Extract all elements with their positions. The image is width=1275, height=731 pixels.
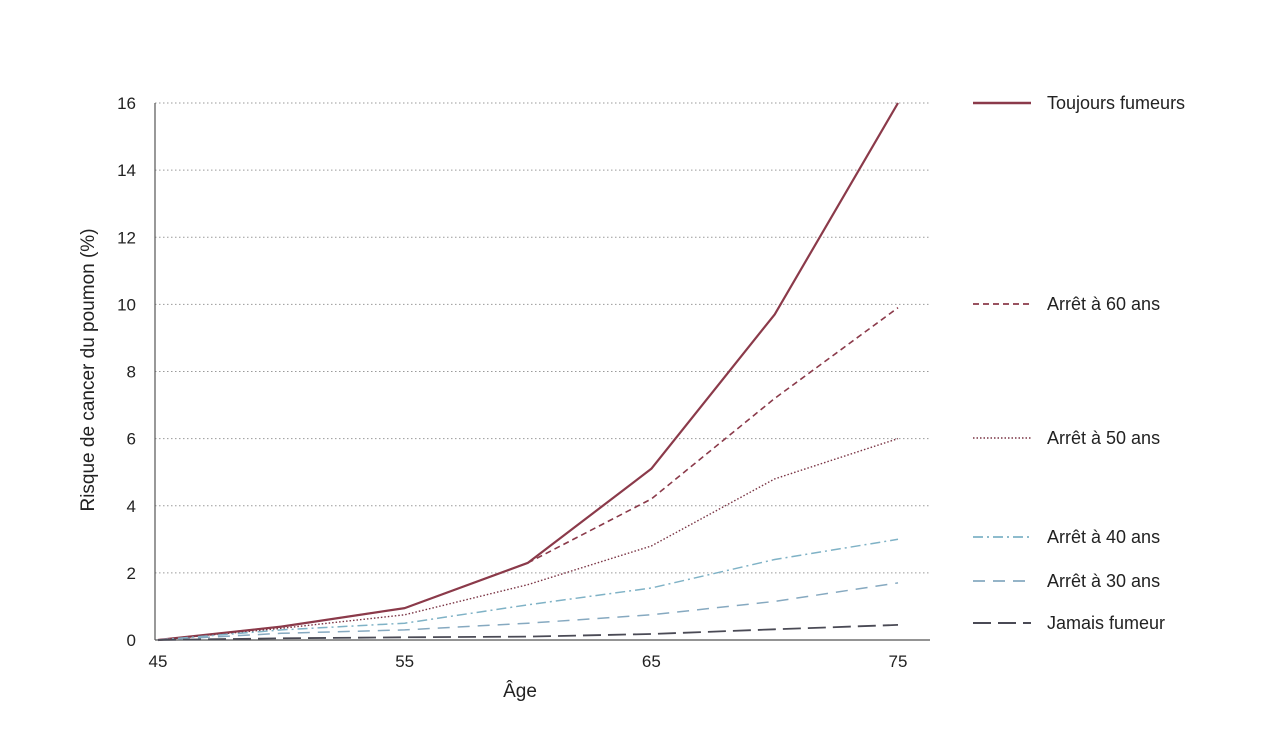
y-axis-label: Risque de cancer du poumon (%): [78, 228, 99, 511]
grid-lines: [155, 102, 930, 574]
axes: [154, 103, 930, 641]
legend-label-4: Arrêt à 40 ans: [1047, 527, 1160, 547]
legend-label-2: Arrêt à 60 ans: [1047, 294, 1160, 314]
series-line-2: [157, 307, 899, 641]
series-line-5: [157, 582, 899, 641]
legend-label-6: Jamais fumeur: [1047, 613, 1165, 633]
y-tick-label: 2: [127, 564, 136, 583]
y-tick-label: 14: [117, 161, 136, 180]
y-tick-label: 10: [117, 295, 136, 314]
x-tick-label: 45: [149, 652, 168, 671]
series-lines: [157, 102, 899, 642]
x-axis-label: Âge: [503, 680, 537, 702]
y-tick-label: 8: [127, 363, 136, 382]
series-line-4: [157, 538, 899, 641]
legend: Toujours fumeurs Arrêt à 60 ans Arrêt à 50…: [973, 93, 1185, 633]
tick-labels: 0 2 4 6 8 10 12 14 16 45 55 65 75: [117, 94, 907, 671]
legend-label-1: Toujours fumeurs: [1047, 93, 1185, 113]
y-tick-label: 6: [127, 430, 136, 449]
y-tick-label: 4: [127, 497, 136, 516]
y-tick-label: 12: [117, 228, 136, 247]
series-line-3: [157, 437, 899, 641]
legend-label-3: Arrêt à 50 ans: [1047, 428, 1160, 448]
y-tick-label: 16: [117, 94, 136, 113]
x-tick-label: 55: [395, 652, 414, 671]
x-tick-label: 75: [889, 652, 908, 671]
series-line-6: [157, 624, 899, 641]
x-tick-label: 65: [642, 652, 661, 671]
legend-label-5: Arrêt à 30 ans: [1047, 571, 1160, 591]
y-tick-label: 0: [127, 631, 136, 650]
